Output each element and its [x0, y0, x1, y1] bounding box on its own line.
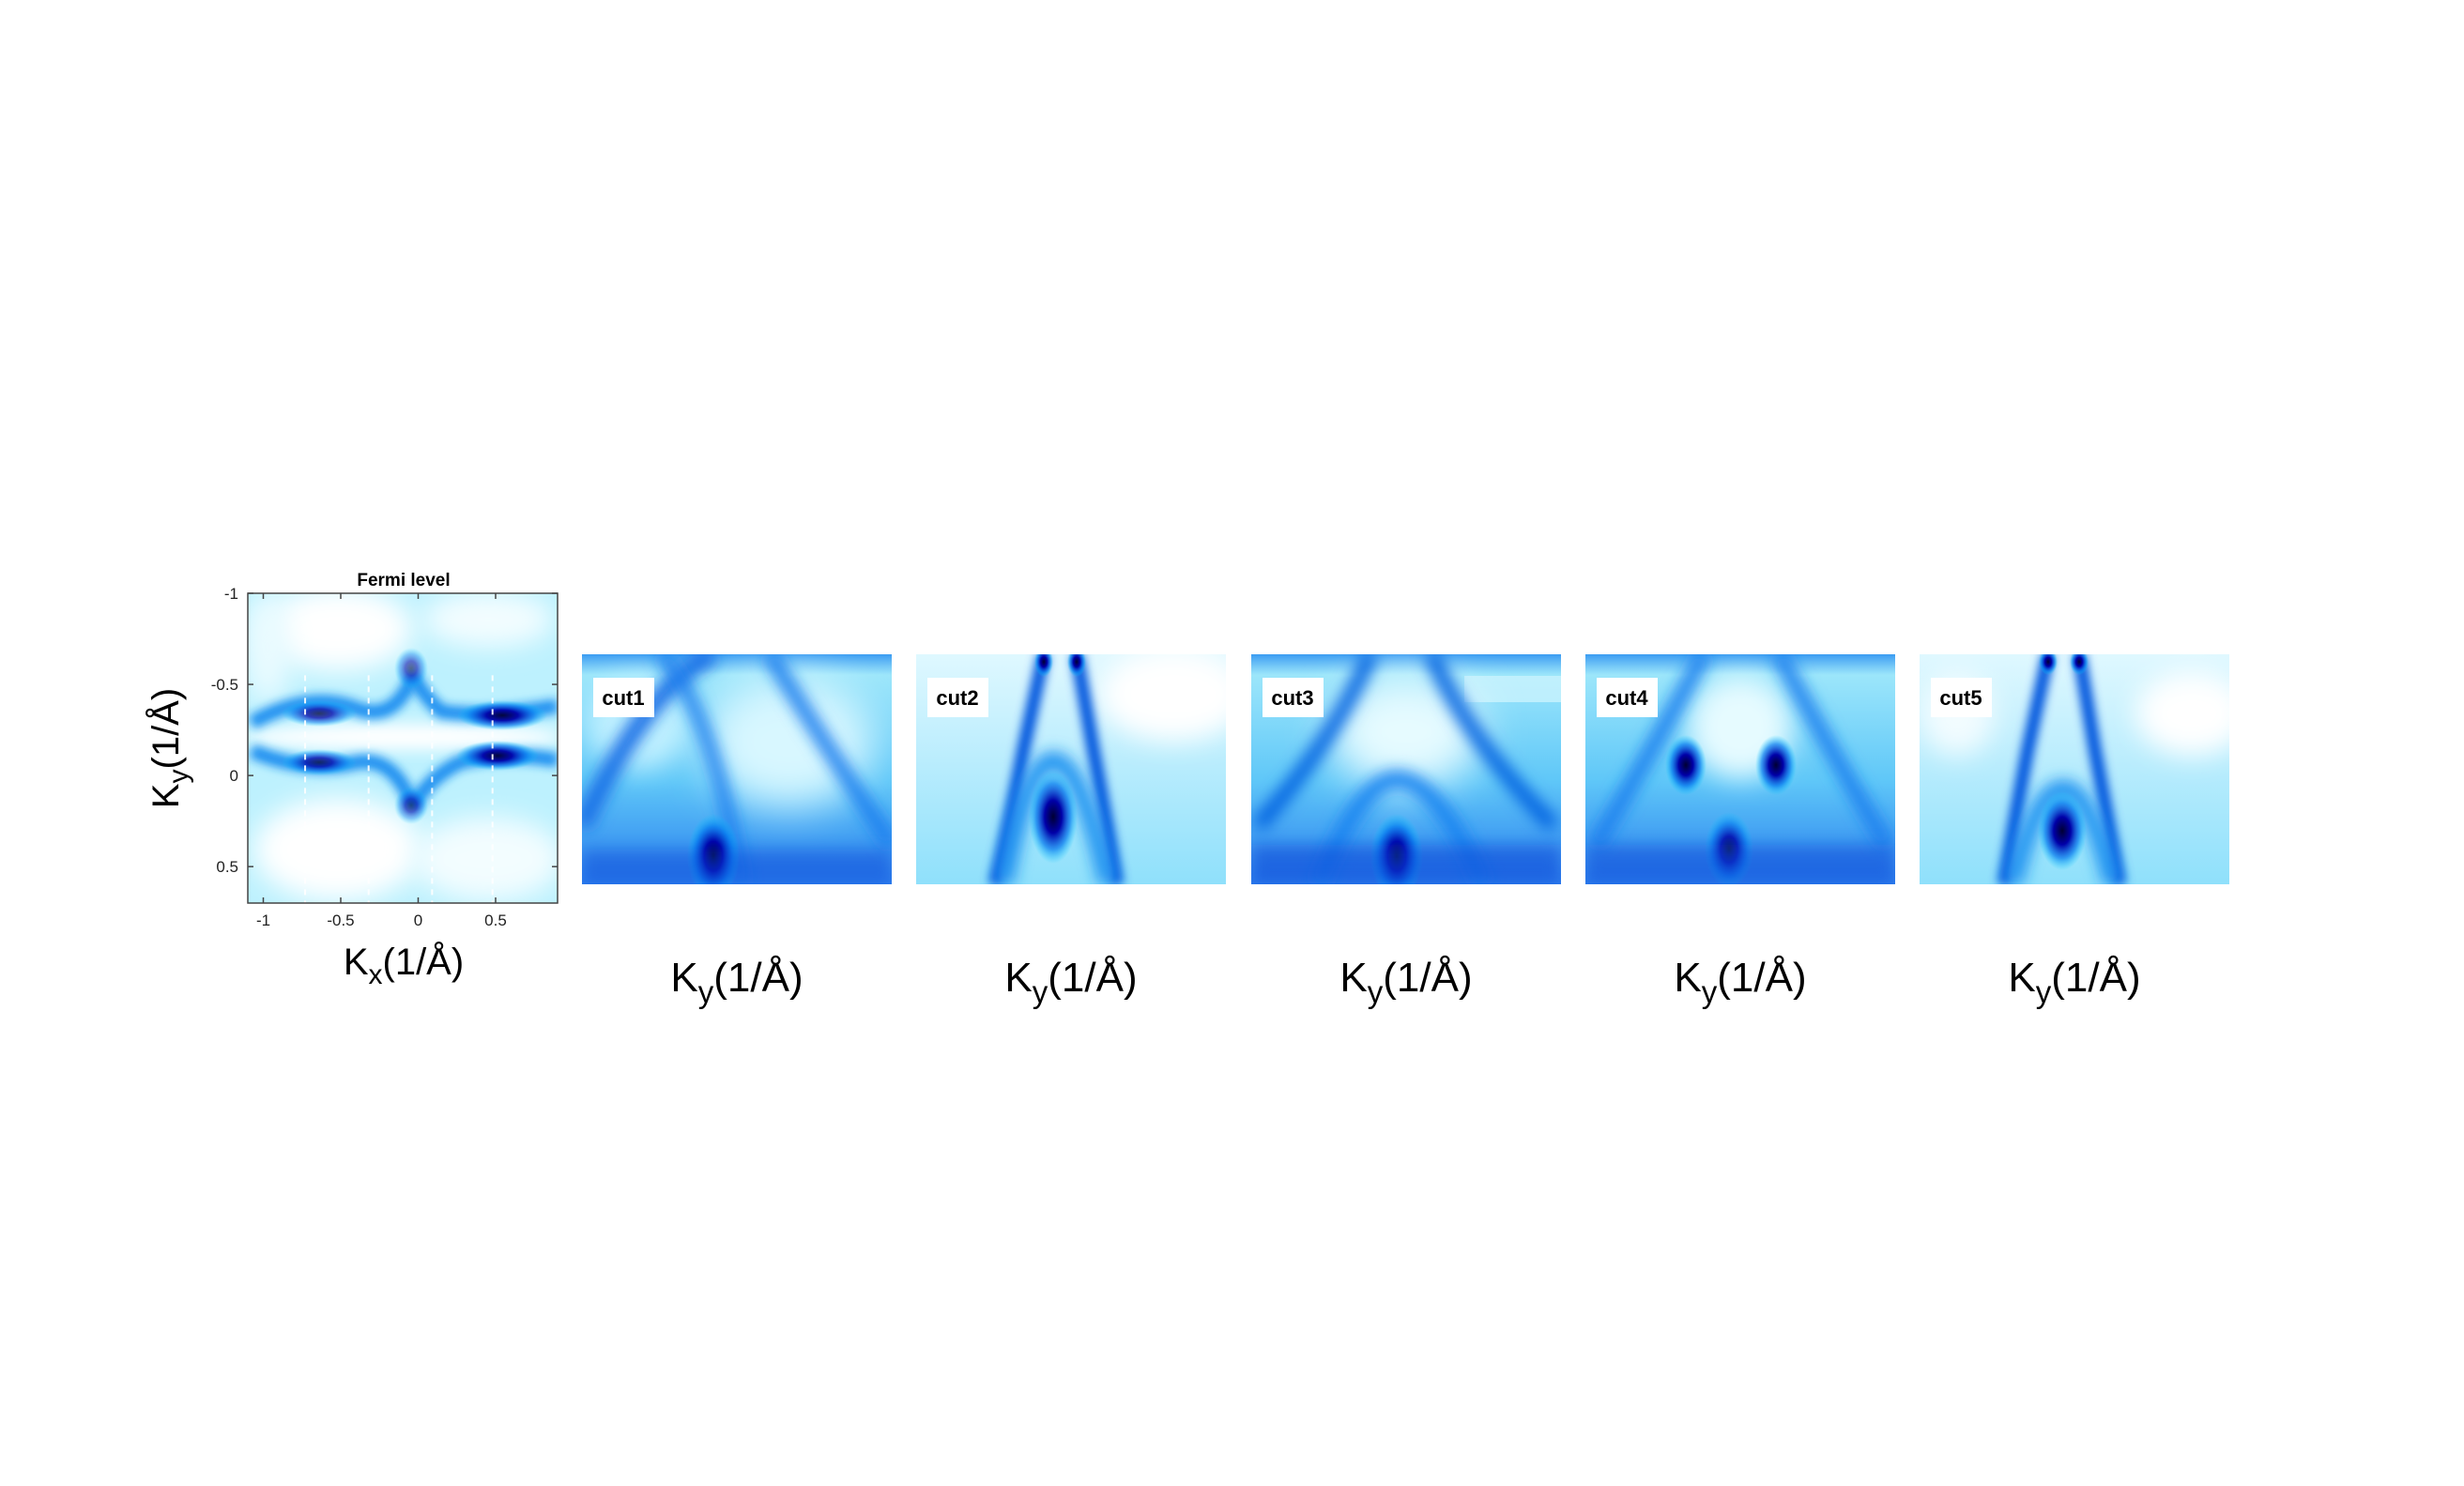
cut5-x-axis-label: Ky(1/Å) — [2008, 955, 2140, 1009]
fermi-x-label-main: K — [344, 942, 369, 983]
cut4-x-label-main: K — [1674, 955, 1701, 1001]
cut4-x-axis-label: Ky(1/Å) — [1674, 955, 1806, 1009]
x-tick-label: 0.5 — [484, 912, 507, 929]
fermi-y-label-main: K — [145, 783, 187, 808]
fermi-map-intensity — [248, 593, 558, 903]
fermi-map-frame — [247, 592, 559, 904]
cut3-x-label-unit: (1/Å) — [1383, 955, 1472, 1001]
cut4-label-box — [1597, 678, 1658, 717]
y-tick-label: 0.5 — [216, 858, 238, 876]
cut2-x-label-sub: y — [1033, 974, 1048, 1009]
cut1-x-label-sub: y — [698, 974, 714, 1009]
cut5-panel: cut5 Ky(1/Å) — [1920, 654, 2229, 1009]
cut3-x-label-sub: y — [1368, 974, 1384, 1009]
cut-lines — [304, 675, 494, 903]
cut2-label: cut2 — [936, 686, 978, 710]
cut5-label: cut5 — [1939, 686, 1982, 710]
cut3-label: cut3 — [1271, 686, 1313, 710]
cut3-label-box — [1263, 678, 1324, 717]
cut5-label-box — [1931, 678, 1992, 717]
cut1-panel: cut1 Ky(1/Å) — [582, 654, 892, 1009]
cut4-x-label-sub: y — [1702, 974, 1718, 1009]
cut1-label: cut1 — [602, 686, 644, 710]
cut1-x-label-unit: (1/Å) — [713, 955, 803, 1001]
cut2-panel: cut2 Ky(1/Å) — [916, 654, 1226, 1009]
cut5-x-label-main: K — [2008, 955, 2035, 1001]
cut2-label-box — [927, 678, 988, 717]
cut2-x-axis-label: Ky(1/Å) — [1004, 955, 1137, 1009]
fermi-map-ticks: -1 -0.5 0 0.5 -1 -0.5 0 0.5 — [211, 585, 558, 929]
fermi-x-axis-label: Kx(1/Å) — [344, 941, 464, 990]
cut2-x-label-unit: (1/Å) — [1048, 955, 1137, 1001]
cut5-x-label-unit: (1/Å) — [2051, 955, 2140, 1001]
fermi-y-label-unit: (1/Å) — [145, 688, 187, 770]
cut1-x-axis-label: Ky(1/Å) — [670, 955, 803, 1009]
cut4-intensity — [1585, 654, 1895, 884]
cut4-panel: cut4 Ky(1/Å) — [1585, 654, 1895, 1009]
fermi-map-panel: Fermi level -1 -0.5 0 — [145, 571, 559, 990]
x-tick-label: 0 — [414, 912, 422, 929]
cut5-x-label-sub: y — [2036, 974, 2052, 1009]
cut3-panel: cut3 Ky(1/Å) — [1251, 654, 1561, 1009]
x-tick-label: -0.5 — [327, 912, 354, 929]
cut1-x-label-main: K — [670, 955, 697, 1001]
fermi-map-title: Fermi level — [357, 571, 450, 590]
y-tick-label: -1 — [224, 585, 238, 603]
cut2-x-label-main: K — [1004, 955, 1032, 1001]
cut1-label-box — [593, 678, 654, 717]
fermi-x-label-sub: x — [369, 959, 383, 990]
y-tick-label: 0 — [230, 767, 238, 785]
cut3-x-axis-label: Ky(1/Å) — [1339, 955, 1472, 1009]
cut3-x-label-main: K — [1339, 955, 1367, 1001]
cut4-label: cut4 — [1605, 686, 1648, 710]
cut4-x-label-unit: (1/Å) — [1717, 955, 1806, 1001]
fermi-x-label-unit: (1/Å) — [383, 941, 465, 983]
fermi-y-axis-label: Ky(1/Å) — [145, 688, 194, 808]
y-tick-label: -0.5 — [211, 676, 238, 694]
x-tick-label: -1 — [256, 912, 270, 929]
fermi-y-label-sub: y — [163, 770, 194, 784]
